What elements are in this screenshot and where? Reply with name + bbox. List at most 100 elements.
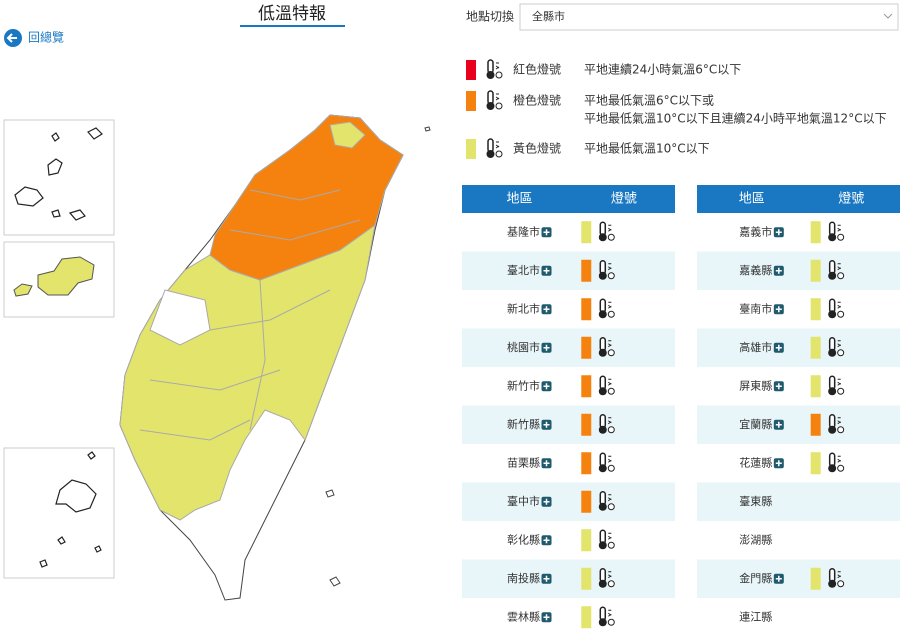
light-bar: [581, 298, 592, 321]
thermo-dot: [607, 233, 615, 241]
region-name[interactable]: 雲林縣: [507, 609, 540, 623]
thermo-marks: [837, 417, 841, 425]
legend-label: 紅色燈號: [513, 62, 561, 77]
thermo-bulb: [828, 425, 837, 434]
thermo-marks: [495, 93, 500, 101]
expand-plus: [543, 614, 550, 621]
thermo-bulb: [828, 464, 837, 473]
thermo-marks: [608, 224, 612, 232]
header-cell: 地區: [507, 192, 533, 207]
thermo-bulb: [598, 541, 607, 550]
light-bar: [581, 529, 592, 552]
legend-swatch: [466, 91, 476, 111]
thermo-bulb: [598, 579, 607, 588]
thermo-bulb: [486, 150, 495, 158]
thermo-marks: [837, 571, 841, 579]
inset-box: [3, 447, 115, 579]
row-bg: [697, 405, 900, 444]
thermo-dot: [607, 580, 615, 588]
thermo-marks: [608, 340, 612, 348]
back-arrow: [6, 33, 17, 43]
thermo-marks: [608, 301, 612, 309]
thermo-dot: [607, 541, 615, 549]
thermo-dot: [607, 349, 615, 357]
thermo-dot: [837, 233, 845, 241]
thermo-bulb: [828, 348, 837, 357]
expand-plus: [543, 306, 550, 313]
thermo-bulb: [598, 618, 607, 627]
region-name[interactable]: 臺中市: [507, 494, 540, 508]
region-name[interactable]: 花蓮縣: [739, 455, 772, 469]
light-bar: [810, 298, 821, 321]
thermo-marks: [608, 494, 612, 502]
thermo-dot: [837, 272, 845, 280]
thermometer-icon: [598, 452, 615, 473]
light-bar: [581, 375, 592, 398]
region-name[interactable]: 屏東縣: [739, 379, 772, 392]
region-name[interactable]: 彰化縣: [507, 532, 540, 546]
thermo-dot: [495, 71, 503, 79]
thermometer-icon: [828, 337, 845, 357]
thermometer-icon: [486, 59, 503, 79]
row-bg: [462, 405, 675, 444]
light-bar: [581, 259, 592, 282]
thermo-bulb: [486, 71, 495, 79]
expand-plus: [775, 421, 782, 428]
thermo-bulb: [828, 233, 837, 242]
thermo-marks: [608, 609, 612, 617]
region-name[interactable]: 金門縣: [739, 571, 772, 585]
thermo-bulb: [828, 387, 837, 396]
expand-plus: [543, 498, 550, 505]
expand-plus: [543, 344, 550, 351]
thermometer-icon: [486, 90, 503, 110]
region-name[interactable]: 南投縣: [507, 571, 540, 585]
expand-plus: [543, 421, 550, 428]
region-name[interactable]: 澎湖縣: [739, 533, 772, 546]
thermometer-icon: [486, 138, 503, 158]
thermometer-icon: [828, 298, 845, 319]
thermo-dot: [495, 150, 503, 158]
expand-plus: [543, 383, 550, 390]
row-bg: [697, 559, 900, 598]
thermo-bulb: [486, 102, 495, 110]
thermo-bulb: [598, 425, 607, 434]
inset-islands: [14, 127, 103, 221]
thermo-dot: [837, 580, 845, 588]
row-bg: [462, 328, 675, 367]
region-name[interactable]: 基隆市: [507, 224, 540, 238]
expand-plus: [543, 460, 550, 467]
thermo-dot: [837, 426, 845, 434]
region-name[interactable]: 新竹縣: [507, 417, 540, 431]
region-name[interactable]: 新北市: [507, 301, 540, 315]
region-name[interactable]: 桃園市: [507, 340, 540, 354]
table-header: [697, 185, 900, 213]
region-name[interactable]: 宜蘭縣: [739, 417, 772, 431]
location-select[interactable]: [519, 3, 899, 31]
back-link[interactable]: 回總覽: [4, 29, 64, 47]
region-name[interactable]: 嘉義市: [739, 224, 772, 238]
light-bar: [810, 452, 821, 475]
thermometer-icon: [598, 568, 615, 588]
thermometer-icon: [598, 606, 615, 627]
thermometer-icon: [598, 260, 615, 280]
region-name[interactable]: 高雄市: [739, 340, 772, 354]
region-name[interactable]: 新竹市: [507, 378, 540, 392]
region-name[interactable]: 連江縣: [739, 609, 772, 623]
region-name[interactable]: 臺南市: [739, 301, 772, 315]
region-name[interactable]: 苗栗縣: [507, 456, 540, 469]
page-title: 低溫特報: [258, 4, 326, 24]
thermo-bulb: [598, 502, 607, 511]
thermo-bulb: [828, 579, 837, 588]
table-header: [462, 185, 675, 213]
region-name[interactable]: 臺北市: [507, 263, 540, 277]
location-value[interactable]: 全縣市: [532, 9, 565, 23]
thermo-dot: [607, 426, 615, 434]
region-name[interactable]: 嘉義縣: [739, 263, 772, 277]
region-name[interactable]: 臺東縣: [739, 494, 772, 508]
back-text[interactable]: 回總覽: [28, 30, 64, 45]
light-bar: [581, 221, 592, 244]
thermometer-icon: [828, 375, 845, 396]
thermo-dot: [607, 387, 615, 395]
thermometer-icon: [598, 337, 615, 357]
